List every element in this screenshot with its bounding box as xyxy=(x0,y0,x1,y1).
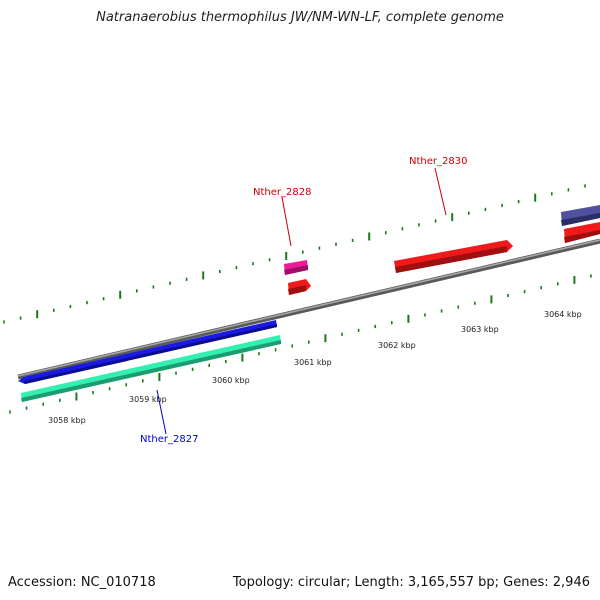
gene-nther-2827-blue[interactable] xyxy=(18,320,277,384)
map-title: Natranaerobius thermophilus JW/NM-WN-LF,… xyxy=(96,10,504,25)
gene-red-partial[interactable] xyxy=(564,222,600,243)
genome-backbone xyxy=(17,238,600,380)
callout-line-nther-2828 xyxy=(281,196,292,247)
scale-label-3063: 3063 kbp xyxy=(461,325,499,334)
scale-label-3062: 3062 kbp xyxy=(378,341,416,350)
accession-text: Accession: NC_010718 xyxy=(8,575,156,590)
gene-nther-2828-red[interactable] xyxy=(288,279,311,295)
scale-label-3058: 3058 kbp xyxy=(48,416,86,425)
scale-label-3061: 3061 kbp xyxy=(294,358,332,367)
gene-label-nther-2827: Nther_2827 xyxy=(140,434,198,445)
lower-tick-row xyxy=(9,274,592,414)
gene-label-nther-2830: Nther_2830 xyxy=(409,156,467,167)
gene-label-nther-2828: Nther_2828 xyxy=(253,187,311,198)
gene-nther-2827-teal[interactable] xyxy=(21,335,281,402)
gene-nther-2828-pink[interactable] xyxy=(284,260,308,275)
upper-tick-row xyxy=(3,184,586,324)
scale-label-3059: 3059 kbp xyxy=(129,395,167,404)
callout-line-nther-2827 xyxy=(156,389,167,435)
scale-label-3064: 3064 kbp xyxy=(544,310,582,319)
genome-summary-text: Topology: circular; Length: 3,165,557 bp… xyxy=(232,575,590,590)
genome-backbone-highlight xyxy=(17,239,600,377)
gene-nther-2830[interactable] xyxy=(394,240,513,273)
callout-line-nther-2830 xyxy=(434,167,447,216)
gene-slate-partial[interactable] xyxy=(561,205,600,226)
scale-label-3060: 3060 kbp xyxy=(212,376,250,385)
